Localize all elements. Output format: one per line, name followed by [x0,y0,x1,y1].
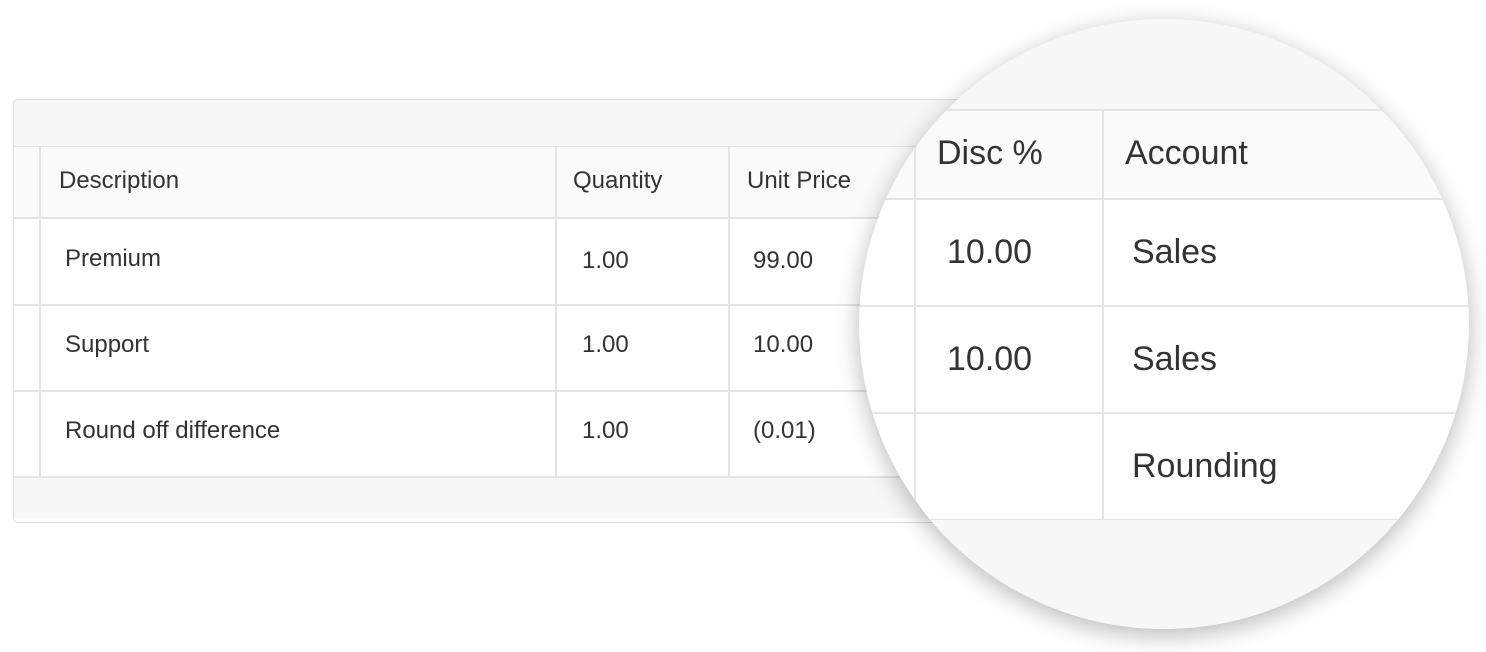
column-divider [555,146,557,476]
cell-account[interactable]: Sales [1132,233,1218,271]
table-row[interactable]: Round off difference 1.00 (0.01) [14,390,972,478]
column-divider [914,109,916,520]
magnifier-lens: Disc % Account 10.00 Sales 10.00 Sales R… [859,19,1469,629]
cell-description[interactable]: Premium [65,245,162,272]
magnified-toolbar [859,19,1469,111]
table-row[interactable]: 10.00 Sales [859,200,1469,307]
table-row[interactable]: Rounding [859,414,1469,521]
column-header-unit-price[interactable]: Unit Price [747,167,852,194]
cell-description[interactable]: Round off difference [65,417,281,444]
cell-unit-price[interactable]: (0.01) [753,417,816,444]
line-items-table: Description Quantity Unit Price Premium … [13,99,973,523]
cell-unit-price[interactable]: 10.00 [753,331,814,358]
cell-quantity[interactable]: 1.00 [582,247,629,274]
table-footer [14,476,972,518]
cell-account[interactable]: Sales [1132,340,1218,378]
cell-quantity[interactable]: 1.00 [582,417,629,444]
cell-quantity[interactable]: 1.00 [582,331,629,358]
table-toolbar [14,100,972,148]
table-row[interactable]: 10.00 Sales [859,307,1469,414]
column-header-account[interactable]: Account [1125,134,1248,172]
column-header-quantity[interactable]: Quantity [573,167,663,194]
cell-unit-price[interactable]: 99.00 [753,247,814,274]
magnified-footer [859,520,1469,629]
cell-disc[interactable]: 10.00 [947,340,1033,378]
magnified-header: Disc % Account [859,111,1469,200]
cell-account[interactable]: Rounding [1132,447,1278,485]
column-divider [1102,109,1104,520]
column-divider [39,146,41,476]
table-header: Description Quantity Unit Price [14,147,972,219]
column-header-description[interactable]: Description [59,167,180,194]
cell-disc[interactable]: 10.00 [947,233,1033,271]
cell-description[interactable]: Support [65,331,150,358]
column-header-disc[interactable]: Disc % [937,134,1043,172]
table-row[interactable]: Support 1.00 10.00 [14,304,972,392]
column-divider [728,146,730,476]
table-row[interactable]: Premium 1.00 99.00 [14,218,972,306]
